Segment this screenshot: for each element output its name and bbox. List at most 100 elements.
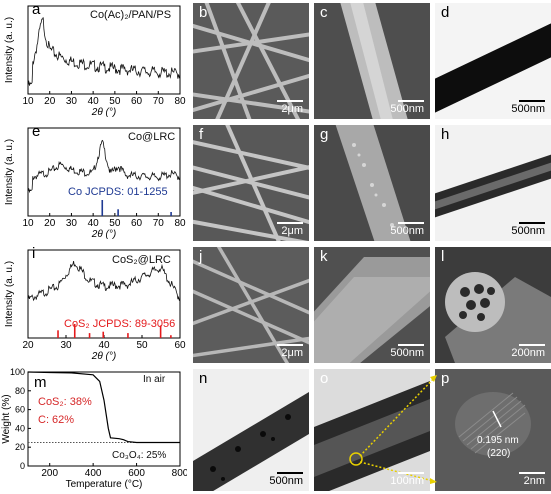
x-tick-label: 50 — [136, 340, 148, 351]
panel-m: 200 400 600 800 0 20 40 60 80 100 Temperature (°C)… — [0, 366, 187, 494]
panel-a: a 10 20 30 40 50 60 70 80 2θ (°) Intensity (a. u.… — [0, 0, 187, 122]
tem-fiber — [193, 369, 309, 491]
sem-image-l: l 200nm — [435, 247, 551, 363]
y-tick-label: 20 — [15, 442, 25, 452]
single-fiber — [314, 247, 430, 363]
panel-i: i 20 30 40 50 60 2θ (°) Intensity (a. u.) CoS₂… — [0, 244, 187, 366]
sem-image-j: j 2μm — [193, 247, 309, 363]
legend-text: Co@LRC — [128, 131, 176, 143]
panel-label: m — [34, 374, 47, 391]
scale-bar: 500nm — [511, 222, 545, 237]
scale-bar: 2μm — [277, 100, 303, 115]
xrd-chart-a: 10 20 30 40 50 60 70 80 2θ (°) Intensity (a. u.) — [4, 5, 186, 118]
x-tick-label: 10 — [22, 218, 34, 229]
x-tick-label: 20 — [44, 96, 56, 107]
x-tick-label: 10 — [22, 96, 34, 107]
x-tick-label: 40 — [88, 218, 100, 229]
panel-label: l — [441, 248, 445, 265]
panel-label: e — [32, 123, 41, 140]
x-axis-label: 2θ (°) — [91, 351, 116, 362]
x-tick-label: 20 — [22, 340, 34, 351]
x-tick-label: 80 — [174, 96, 186, 107]
legend-text: CoS₂@LRC — [112, 254, 171, 266]
xrd-pattern — [27, 17, 181, 87]
xrd-chart-i: 20 30 40 50 60 2θ (°) Intensity (a. u.) — [4, 249, 186, 362]
panel-label: d — [441, 4, 450, 21]
x-axis-label: Temperature (°C) — [66, 479, 143, 490]
x-tick-label: 20 — [44, 218, 56, 229]
y-axis-label: Intensity (a. u.) — [4, 17, 15, 83]
panel-label: g — [320, 126, 329, 143]
scale-bar: 500nm — [390, 222, 424, 237]
panel-label: h — [441, 126, 450, 143]
panel-label: k — [320, 248, 328, 265]
x-tick-label: 50 — [109, 96, 121, 107]
panel-label: i — [32, 245, 36, 262]
carbon-percent: C: 62% — [38, 414, 75, 426]
fiber-cross-section — [435, 247, 551, 363]
reference-label: CoS₂ JCPDS: 89-3056 — [64, 318, 176, 330]
tem-image-o: o 100nm — [314, 369, 430, 491]
plot-frame — [27, 5, 181, 95]
y-tick-label: 60 — [15, 405, 25, 415]
panel-label: a — [32, 1, 41, 18]
x-axis-label: 2θ (°) — [91, 229, 116, 240]
sem-image-g: g 500nm — [314, 125, 430, 241]
tem-image-h: h 500nm — [435, 125, 551, 241]
scale-bar: 500nm — [390, 100, 424, 115]
panel-label: f — [199, 126, 204, 143]
scale-bar: 100nm — [390, 472, 424, 487]
lattice-fringes — [435, 369, 551, 491]
sem-image-b: b 2μm — [193, 3, 309, 119]
x-tick-label: 50 — [109, 218, 121, 229]
x-tick-label: 400 — [85, 468, 102, 479]
hrtem-image-p: p 0.195 nm (220) 2nm — [435, 369, 551, 491]
panel-label: b — [199, 4, 208, 21]
xrd-pattern — [27, 261, 181, 302]
plot-frame — [27, 371, 181, 467]
tem-fiber — [435, 3, 551, 119]
x-tick-label: 80 — [174, 218, 186, 229]
panel-label: j — [199, 248, 203, 265]
cos2-percent: CoS₂: 38% — [38, 396, 92, 408]
x-tick-label: 60 — [131, 96, 143, 107]
scale-bar: 500nm — [511, 100, 545, 115]
tem-fiber — [435, 125, 551, 241]
y-axis-label: Intensity (a. u.) — [4, 261, 15, 327]
x-tick-label: 600 — [128, 468, 145, 479]
tga-chart-m: 200 400 600 800 0 20 40 60 80 100 Temperature (°C)… — [1, 367, 187, 490]
scale-bar: 2nm — [519, 472, 545, 487]
x-tick-label: 60 — [131, 218, 143, 229]
panel-label: p — [441, 370, 450, 387]
reference-label: Co JCPDS: 01-1255 — [68, 186, 168, 198]
x-tick-label: 200 — [41, 468, 58, 479]
panel-label: o — [320, 370, 329, 387]
scale-bar: 500nm — [390, 344, 424, 359]
scale-bar: 200nm — [511, 344, 545, 359]
x-axis-label: 2θ (°) — [91, 107, 116, 118]
panel-label: c — [320, 4, 328, 21]
x-tick-label: 40 — [98, 340, 110, 351]
fiber-network — [193, 125, 309, 241]
sem-image-c: c 500nm — [314, 3, 430, 119]
plot-frame — [27, 127, 181, 217]
y-tick-label: 40 — [15, 423, 25, 433]
x-tick-label: 40 — [88, 96, 100, 107]
x-tick-label: 30 — [66, 218, 78, 229]
xrd-pattern — [27, 139, 181, 194]
y-tick-label: 80 — [15, 386, 25, 396]
x-tick-label: 70 — [153, 96, 165, 107]
y-axis-label: Weight (%) — [1, 394, 12, 443]
y-axis-label: Intensity (a. u.) — [4, 139, 15, 205]
sem-image-f: f 2μm — [193, 125, 309, 241]
fiber-network — [193, 3, 309, 119]
x-tick-label: 30 — [66, 96, 78, 107]
x-tick-label: 70 — [153, 218, 165, 229]
single-fiber — [314, 125, 430, 241]
tga-curve — [27, 371, 180, 444]
scale-bar: 2μm — [277, 222, 303, 237]
co3o4-percent: Co₃O₄: 25% — [112, 450, 167, 461]
panel-label: n — [199, 370, 208, 387]
scale-bar: 500nm — [269, 472, 303, 487]
xrd-chart-e: 10 20 30 40 50 60 70 80 2θ (°) Intensity (a. u.) — [4, 127, 186, 240]
